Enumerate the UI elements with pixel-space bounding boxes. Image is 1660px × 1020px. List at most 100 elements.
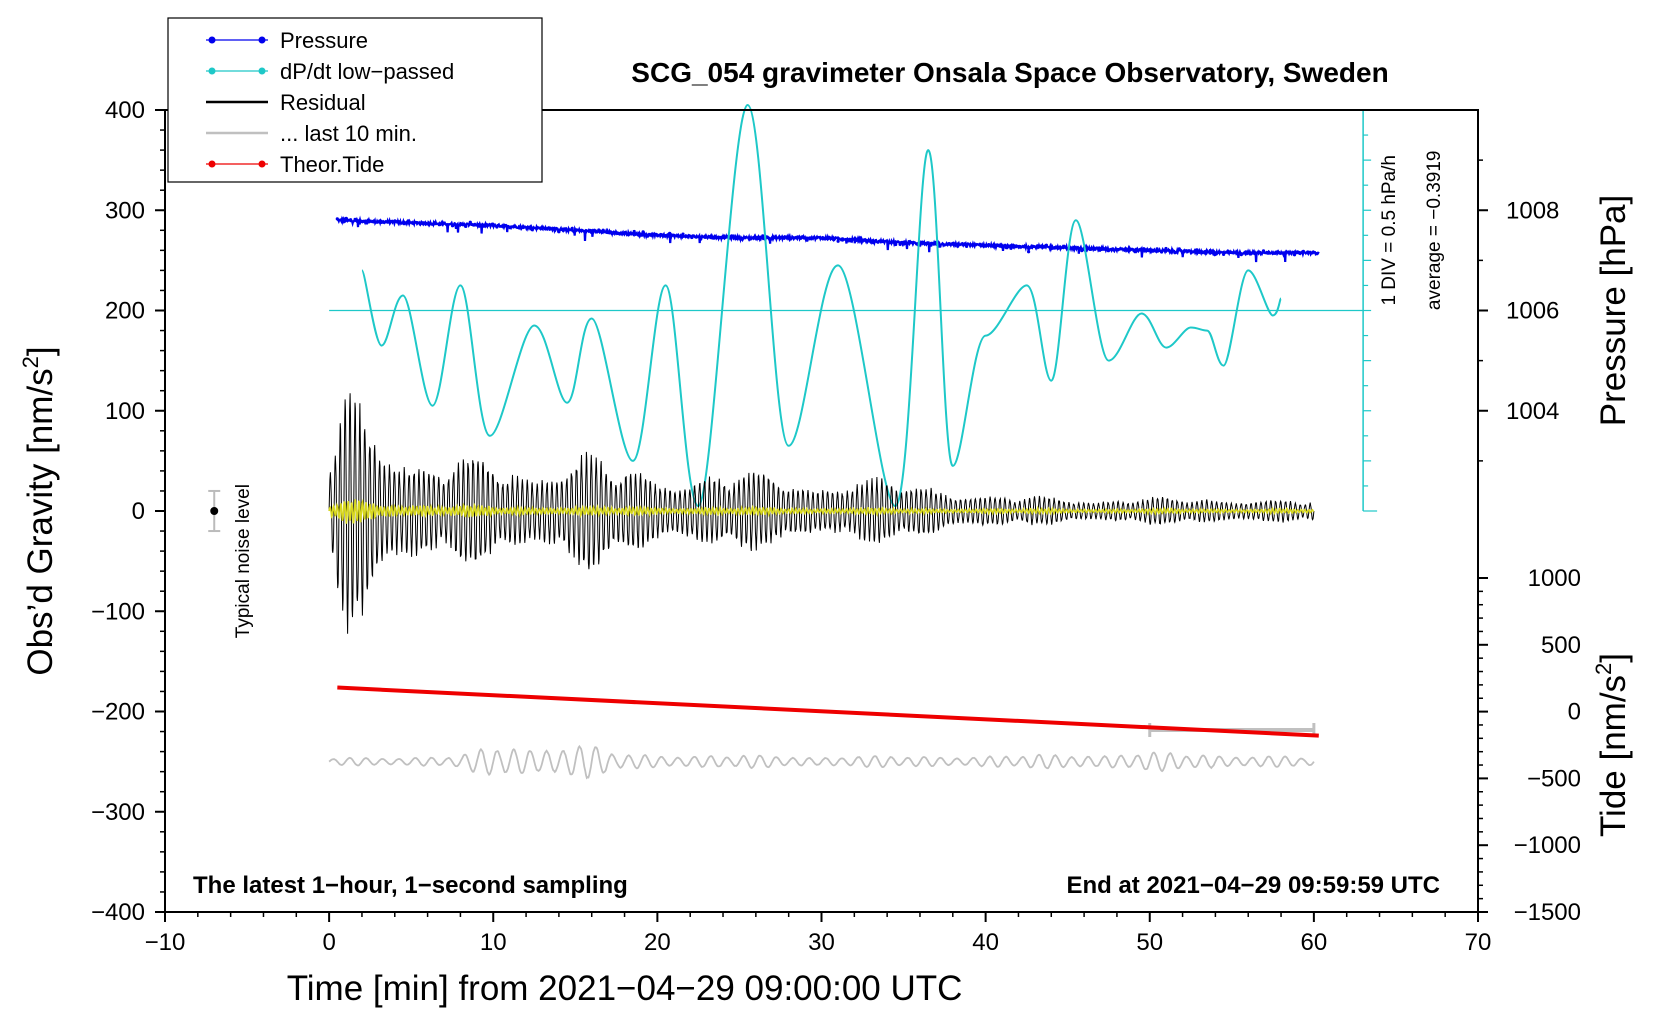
pressure-point — [1288, 251, 1292, 255]
pressure-point — [832, 237, 836, 242]
pressure-point — [610, 232, 614, 236]
pressure-point — [344, 216, 348, 220]
pressure-point — [1142, 247, 1146, 251]
y-left-tick-label: 200 — [105, 298, 145, 325]
legend-label: Theor.Tide — [280, 152, 384, 177]
pressure-point — [1124, 247, 1128, 251]
pressure-point — [1168, 250, 1172, 254]
noise-dot — [210, 507, 219, 515]
y-left-tick-label: −300 — [91, 799, 145, 826]
last10min-series — [328, 744, 1315, 780]
pressure-point — [956, 244, 960, 248]
pressure-point — [557, 230, 561, 234]
pressure-point — [969, 243, 973, 247]
pressure-point — [1235, 250, 1239, 254]
pressure-point — [1071, 246, 1075, 251]
pressure-point — [535, 226, 539, 230]
pressure-point — [477, 222, 481, 227]
pressure-point — [601, 228, 605, 232]
pressure-point — [1062, 244, 1066, 248]
legend-marker — [258, 36, 266, 44]
pressure-point — [1310, 251, 1314, 255]
pressure-point — [508, 226, 512, 230]
pressure-point — [1226, 249, 1230, 253]
pressure-point — [362, 219, 366, 223]
pressure-point — [774, 235, 778, 239]
pressure-point — [1040, 245, 1044, 249]
pressure-point — [1301, 249, 1305, 253]
pressure-point — [1027, 250, 1031, 254]
pressure-point — [699, 237, 703, 241]
pressure-point — [623, 230, 628, 234]
y-left-tick-label: −400 — [91, 899, 145, 926]
pressure-point — [393, 219, 397, 223]
pressure-point — [942, 243, 947, 247]
dpdt-scale-label: 1 DIV = 0.5 hPa/h — [1379, 155, 1400, 306]
pressure-point — [473, 222, 477, 227]
pressure-point — [548, 226, 552, 230]
x-axis-label: Time [min] from 2021−04−29 09:00:00 UTC — [287, 969, 963, 1008]
pressure-point — [521, 225, 526, 230]
pressure-point — [765, 235, 769, 239]
pressure-point — [676, 234, 681, 238]
pressure-point — [380, 220, 384, 224]
pressure-point — [743, 236, 747, 240]
pressure-point — [1284, 251, 1288, 255]
pressure-point — [1151, 249, 1155, 253]
pressure-point — [1186, 249, 1190, 253]
tide-tick-label: −500 — [1527, 765, 1581, 792]
x-tick-label: 50 — [1136, 929, 1163, 956]
pressure-point — [801, 235, 805, 239]
pressure-point — [685, 235, 690, 239]
pressure-point — [770, 237, 774, 241]
tide-tick-label: 500 — [1541, 632, 1581, 659]
pressure-point — [1213, 253, 1217, 257]
legend-marker — [258, 160, 266, 168]
pressure-point — [818, 236, 823, 240]
pressure-point — [606, 230, 610, 235]
pressure-point — [1115, 247, 1119, 252]
y-left-tick-label: 100 — [105, 398, 145, 425]
pressure-point — [561, 228, 565, 233]
x-tick-label: 30 — [808, 929, 835, 956]
noise-label: Typical noise level — [233, 484, 254, 638]
pressure-point — [1204, 251, 1208, 255]
pressure-tick-label: 1004 — [1506, 398, 1559, 425]
tide-axis-label-sup: 2 — [1591, 663, 1616, 675]
pressure-point — [845, 239, 849, 243]
pressure-point — [552, 227, 557, 231]
pressure-point — [991, 244, 995, 248]
pressure-point — [544, 227, 548, 231]
pressure-point — [863, 238, 867, 242]
pressure-point — [570, 226, 574, 230]
pressure-point — [1089, 247, 1093, 251]
footer-right: End at 2021−04−29 09:59:59 UTC — [1066, 872, 1440, 899]
pressure-point — [637, 231, 641, 235]
x-tick-label: 40 — [972, 929, 999, 956]
pressure-point — [907, 240, 911, 244]
legend-label: Pressure — [280, 28, 368, 53]
pressure-point — [1182, 250, 1186, 254]
pressure-tick-label: 1006 — [1506, 298, 1559, 325]
pressure-point — [681, 232, 685, 236]
pressure-point — [747, 237, 752, 241]
legend-label: Residual — [280, 90, 366, 115]
pressure-point — [690, 235, 694, 240]
pressure-point — [1315, 252, 1319, 256]
pressure-point — [978, 242, 982, 246]
pressure-point — [654, 232, 659, 237]
y-left-axis-label-close: ] — [21, 346, 60, 356]
pressure-point — [721, 236, 725, 240]
pressure-point — [566, 229, 570, 233]
pressure-point — [1053, 245, 1057, 250]
pressure-point — [1266, 251, 1270, 255]
pressure-point — [1257, 250, 1261, 254]
tide-tick-label: 0 — [1568, 699, 1581, 726]
pressure-point — [947, 242, 951, 246]
tide-tick-label: −1000 — [1514, 832, 1581, 859]
pressure-point — [805, 238, 809, 242]
pressure-point — [349, 218, 353, 222]
pressure-point — [641, 230, 645, 234]
pressure-point — [898, 242, 902, 246]
y-left-axis-label: Obs’d Gravity [nm/s2] — [18, 346, 60, 675]
